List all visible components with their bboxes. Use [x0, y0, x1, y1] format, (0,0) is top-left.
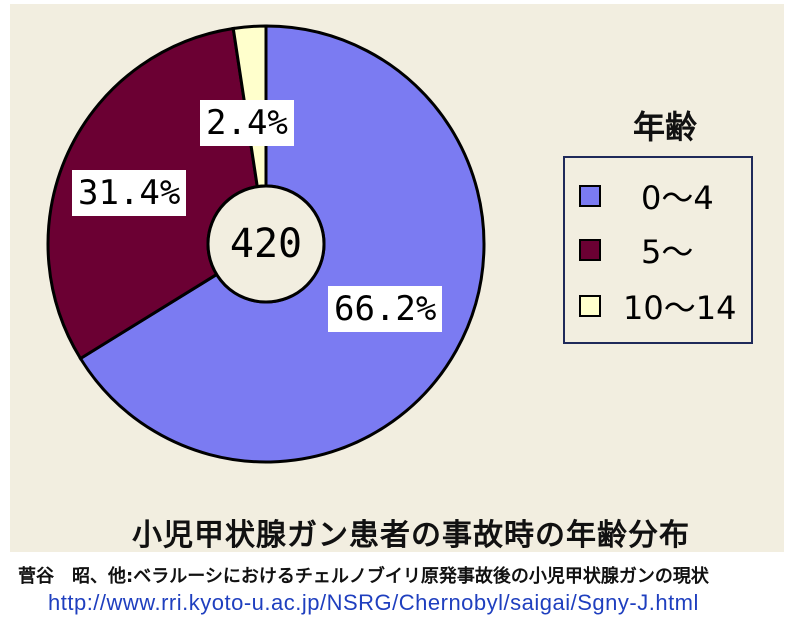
slice-value-label-2: 2.4% [200, 100, 294, 146]
legend-item-5: 5～ [579, 230, 694, 271]
donut-hole [206, 184, 326, 304]
chart-title: 小児甲状腺ガン患者の事故時の年齢分布 [132, 518, 690, 553]
source-url[interactable]: http://www.rri.kyoto-u.ac.jp/NSRG/Cherno… [48, 590, 699, 615]
slice-value-label-0: 66.2% [328, 286, 443, 332]
legend-item-0-4: 0～4 [579, 176, 714, 217]
legend-item-10-14: 10～14 [579, 286, 737, 327]
legend-title: 年齢 [633, 108, 698, 146]
source-citation: 菅谷 昭、他:ベラルーシにおけるチェルノブイリ原発事故後の小児甲状腺ガンの現状 [18, 566, 709, 587]
legend-label: 5～ [641, 233, 694, 271]
chart-panel: 420 年齢 0～4 5～ 10～14 小児甲状腺ガン患者の事故時の年齢分布 6… [10, 4, 784, 553]
legend-swatch-0-4 [579, 185, 601, 207]
legend-label: 0～4 [641, 179, 714, 217]
legend: 0～4 5～ 10～14 [563, 156, 753, 344]
legend-swatch-5 [579, 239, 601, 261]
legend-swatch-10-14 [579, 295, 601, 317]
center-total-label: 420 [229, 221, 303, 267]
legend-label: 10～14 [623, 289, 737, 327]
slice-value-label-1: 31.4% [72, 170, 187, 216]
